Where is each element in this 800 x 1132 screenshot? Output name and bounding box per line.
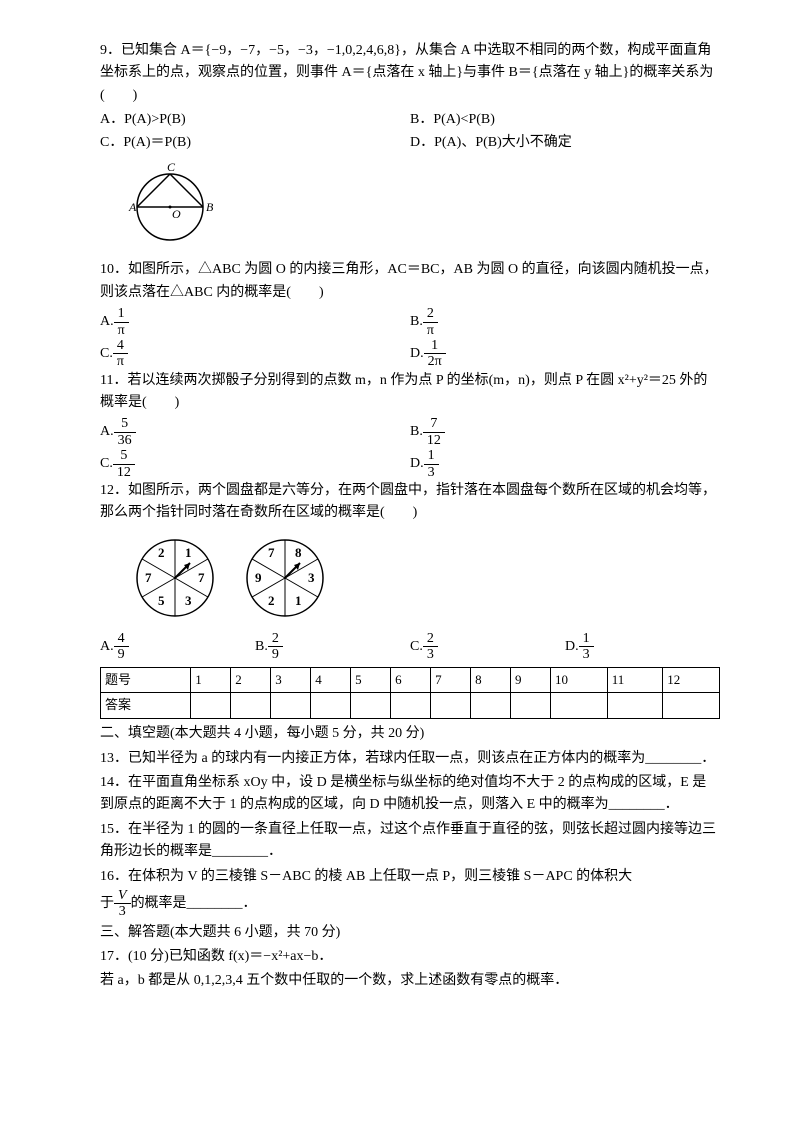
svg-text:A: A bbox=[128, 200, 137, 214]
svg-text:2: 2 bbox=[268, 593, 275, 608]
q10-opt-d: D.12π bbox=[410, 338, 720, 370]
svg-text:8: 8 bbox=[295, 545, 302, 560]
question-12: 12．如图所示，两个圆盘都是六等分，在两个圆盘中，指针落在本圆盘每个数所在区域的… bbox=[100, 480, 720, 525]
q9-opt-b: B．P(A)<P(B) bbox=[410, 109, 720, 131]
question-9: 9．已知集合 A＝{−9，−7，−5，−3，−1,0,2,4,6,8}，从集合 … bbox=[100, 40, 720, 107]
q9-opt-d: D．P(A)、P(B)大小不确定 bbox=[410, 132, 720, 154]
q11-opt-c: C.512 bbox=[100, 448, 410, 480]
spinner-1-icon: 1 7 3 5 7 2 bbox=[130, 533, 220, 623]
svg-text:1: 1 bbox=[295, 593, 302, 608]
question-14: 14．在平面直角坐标系 xOy 中，设 D 是横坐标与纵坐标的绝对值均不大于 2… bbox=[100, 772, 720, 817]
question-17-a: 17．(10 分)已知函数 f(x)＝−x²+ax−b． bbox=[100, 946, 720, 968]
q11-options: A.536 B.712 C.512 D.13 bbox=[100, 416, 720, 480]
q12-opt-d: D.13 bbox=[565, 631, 720, 663]
q10-figure: A B C O bbox=[120, 160, 720, 253]
q10-opt-c: C.4π bbox=[100, 338, 410, 370]
q9-options: A．P(A)>P(B) B．P(A)<P(B) C．P(A)＝P(B) D．P(… bbox=[100, 109, 720, 154]
section-3-heading: 三、解答题(本大题共 6 小题，共 70 分) bbox=[100, 922, 720, 944]
q11-opt-d: D.13 bbox=[410, 448, 720, 480]
q9-opt-c: C．P(A)＝P(B) bbox=[100, 132, 410, 154]
answer-table: 题号123456789101112 答案 bbox=[100, 667, 720, 720]
q12-opt-a: A.49 bbox=[100, 631, 255, 663]
q11-text: 11．若以连续两次掷骰子分别得到的点数 m，n 作为点 P 的坐标(m，n)，则… bbox=[100, 373, 707, 410]
q12-text: 12．如图所示，两个圆盘都是六等分，在两个圆盘中，指针落在本圆盘每个数所在区域的… bbox=[100, 483, 716, 520]
question-17-b: 若 a，b 都是从 0,1,2,3,4 五个数中任取的一个数，求上述函数有零点的… bbox=[100, 970, 720, 992]
svg-text:9: 9 bbox=[255, 570, 262, 585]
q12-opt-b: B.29 bbox=[255, 631, 410, 663]
svg-text:3: 3 bbox=[308, 570, 315, 585]
q9-opt-a: A．P(A)>P(B) bbox=[100, 109, 410, 131]
svg-text:7: 7 bbox=[268, 545, 275, 560]
question-15: 15．在半径为 1 的圆的一条直径上任取一点，过这个点作垂直于直径的弦，则弦长超… bbox=[100, 819, 720, 864]
question-16: 16．在体积为 V 的三棱锥 S－ABC 的棱 AB 上任取一点 P，则三棱锥 … bbox=[100, 866, 720, 920]
svg-text:C: C bbox=[167, 160, 176, 174]
q10-opt-a: A.1π bbox=[100, 306, 410, 338]
q10-options: A.1π B.2π C.4π D.12π bbox=[100, 306, 720, 370]
circle-triangle-icon: A B C O bbox=[120, 160, 220, 245]
q12-figure: 1 7 3 5 7 2 8 3 1 2 9 7 bbox=[130, 533, 720, 623]
q12-opt-c: C.23 bbox=[410, 631, 565, 663]
q12-options: A.49 B.29 C.23 D.13 bbox=[100, 631, 720, 663]
svg-text:B: B bbox=[206, 200, 214, 214]
svg-text:O: O bbox=[172, 207, 181, 221]
svg-text:5: 5 bbox=[158, 593, 165, 608]
svg-text:7: 7 bbox=[145, 570, 152, 585]
q11-opt-b: B.712 bbox=[410, 416, 720, 448]
spinner-2-icon: 8 3 1 2 9 7 bbox=[240, 533, 330, 623]
svg-text:2: 2 bbox=[158, 545, 165, 560]
q9-text: 9．已知集合 A＝{−9，−7，−5，−3，−1,0,2,4,6,8}，从集合 … bbox=[100, 43, 713, 103]
question-10: 10．如图所示，△ABC 为圆 O 的内接三角形，AC＝BC，AB 为圆 O 的… bbox=[100, 259, 720, 304]
q10-opt-b: B.2π bbox=[410, 306, 720, 338]
q11-opt-a: A.536 bbox=[100, 416, 410, 448]
svg-text:1: 1 bbox=[185, 545, 192, 560]
section-2-heading: 二、填空题(本大题共 4 小题，每小题 5 分，共 20 分) bbox=[100, 723, 720, 745]
question-13: 13．已知半径为 a 的球内有一内接正方体，若球内任取一点，则该点在正方体内的概… bbox=[100, 748, 720, 770]
question-11: 11．若以连续两次掷骰子分别得到的点数 m，n 作为点 P 的坐标(m，n)，则… bbox=[100, 370, 720, 415]
q10-text: 10．如图所示，△ABC 为圆 O 的内接三角形，AC＝BC，AB 为圆 O 的… bbox=[100, 262, 718, 299]
table-row: 题号123456789101112 bbox=[101, 667, 720, 693]
svg-text:7: 7 bbox=[198, 570, 205, 585]
table-row: 答案 bbox=[101, 693, 720, 719]
svg-text:3: 3 bbox=[185, 593, 192, 608]
